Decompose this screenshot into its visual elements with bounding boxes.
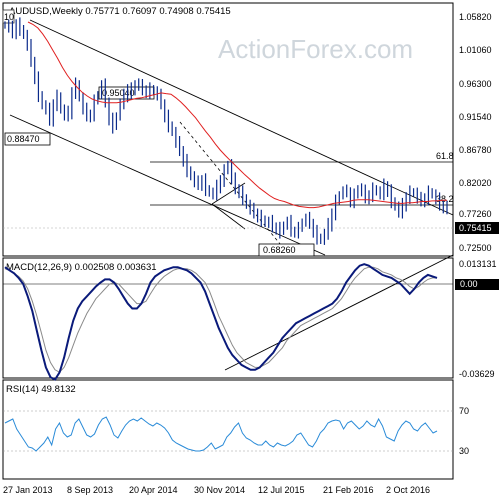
- price-panel-frame: [2, 2, 454, 257]
- macd-zero-box: [455, 279, 499, 290]
- price-y-tick: 0.82020: [459, 178, 492, 188]
- last-price-label: 0.75415: [459, 223, 492, 233]
- macd-y-tick: 0.00: [460, 279, 478, 289]
- last-price-box: [455, 222, 499, 234]
- macd-y-tick: 0.013131: [459, 259, 497, 269]
- corner-label: 10: [4, 12, 14, 22]
- macd-tick-bg: [455, 259, 499, 269]
- price-chart-title: AUDUSD,Weekly 0.75771 0.76097 0.74908 0.…: [9, 6, 231, 17]
- macd-y-tick: -0.03629: [459, 369, 495, 379]
- price-y-tick: 0.86780: [459, 145, 492, 155]
- macd-title: MACD(12,26,9) 0.002508 0.003631: [6, 262, 157, 273]
- label-088470-box: [4, 132, 51, 146]
- dashed-diagonal: [179, 121, 286, 251]
- x-tick: 12 Jul 2015: [258, 485, 305, 495]
- x-tick: 30 Nov 2014: [194, 485, 245, 495]
- ohlc-low: 0.74908: [159, 6, 193, 17]
- rsi-y-tick: 30: [459, 446, 469, 456]
- price-y-tick: 1.05820: [459, 12, 492, 22]
- macd-trendline: [224, 254, 454, 371]
- x-tick: 21 Feb 2016: [323, 485, 374, 495]
- price-series-group: [4, 17, 448, 245]
- fib-382-label: 38.2: [436, 194, 454, 204]
- channel-upper-line: [29, 19, 454, 216]
- label-095040: 0.95040: [102, 88, 135, 98]
- macd-main-line: [4, 263, 438, 381]
- rsi-title: RSI(14) 49.8132: [6, 384, 76, 395]
- triangle-lower: [211, 203, 246, 230]
- price-y-tick: 0.91540: [459, 112, 492, 122]
- rsi-y-tick: 70: [459, 406, 469, 416]
- price-title-text: AUDUSD,Weekly: [9, 6, 83, 17]
- macd-panel-frame: [2, 257, 454, 379]
- x-tick: 27 Jan 2013: [3, 485, 53, 495]
- price-y-axis: 1.05820 1.01060 0.96300 0.91540 0.86780 …: [459, 12, 492, 253]
- fib-618-label: 61.8: [436, 151, 454, 161]
- price-y-tick: 1.01060: [459, 45, 492, 55]
- label-088470: 0.88470: [7, 134, 40, 144]
- x-tick: 20 Apr 2014: [129, 485, 178, 495]
- ohlc-close: 0.75415: [196, 6, 230, 17]
- x-axis: 27 Jan 2013 8 Sep 2013 20 Apr 2014 30 No…: [3, 485, 430, 495]
- ohlc-high: 0.76097: [122, 6, 156, 17]
- channel-lower-line: [9, 114, 326, 256]
- x-tick: 8 Sep 2013: [67, 485, 113, 495]
- label-068260: 0.68260: [263, 245, 296, 255]
- x-tick: 2 Oct 2016: [386, 485, 430, 495]
- price-y-tick: 0.77260: [459, 209, 492, 219]
- rsi-panel-frame: [2, 379, 454, 480]
- ohlc-open: 0.75771: [85, 6, 119, 17]
- watermark: ActionForex.com: [218, 34, 413, 64]
- price-y-tick: 0.72500: [459, 243, 492, 253]
- macd-signal-line: [4, 266, 437, 373]
- rsi-line: [4, 416, 438, 452]
- moving-average-line: [27, 21, 447, 209]
- price-y-tick: 0.96300: [459, 79, 492, 89]
- label-068260-box: [258, 243, 315, 257]
